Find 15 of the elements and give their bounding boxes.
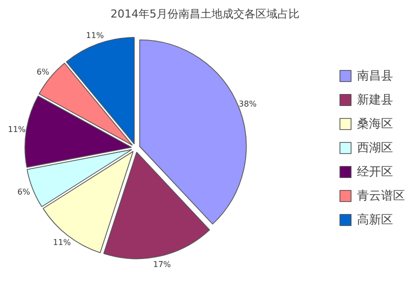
data-label: 17%: [153, 260, 172, 269]
legend-label: 桑海区: [357, 115, 393, 132]
data-label: 6%: [17, 187, 30, 196]
data-label: 38%: [238, 100, 257, 109]
legend-label: 新建县: [357, 91, 393, 108]
chart-title: 2014年5月份南昌土地成交各区域占比: [110, 8, 300, 20]
legend-label: 南昌县: [357, 67, 393, 84]
legend-label: 青云谱区: [357, 187, 405, 204]
data-label: 11%: [8, 124, 26, 134]
legend-label: 经开区: [357, 163, 393, 180]
data-label: 6%: [36, 67, 50, 76]
data-label: 11%: [86, 31, 104, 40]
data-label: 11%: [53, 238, 72, 247]
legend-label: 高新区: [357, 211, 393, 228]
legend-label: 西湖区: [357, 139, 393, 156]
